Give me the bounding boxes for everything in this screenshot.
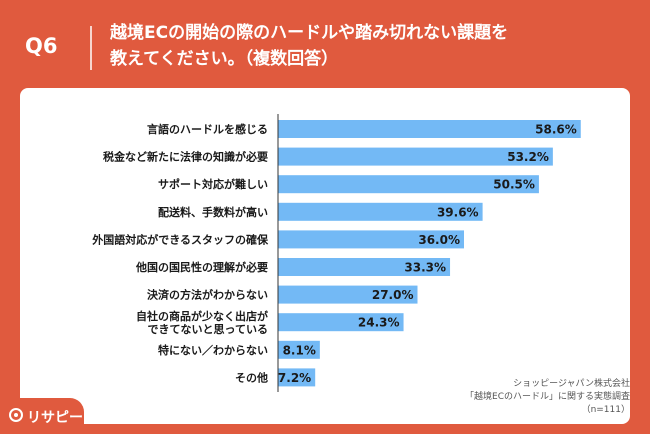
bar [278, 175, 539, 194]
question-title-line-2: 教えてください。（複数回答） [110, 49, 339, 69]
bar-value-label: 50.5% [493, 178, 535, 192]
bar [278, 368, 316, 387]
bar-value-label: 7.2% [278, 371, 311, 385]
bar-value-label: 24.3% [358, 316, 400, 330]
bar [278, 202, 483, 221]
bar-value-label: 39.6% [437, 205, 479, 219]
source-survey: 「越境ECのハードル」に関する実態調査 [465, 392, 630, 402]
brand-logo-text: リサピー [27, 410, 83, 426]
category-label: サポート対応が難しい [158, 177, 268, 191]
bar [278, 313, 404, 332]
category-label: その他 [235, 370, 268, 384]
category-label: 自社の商品が少なく出店が [136, 309, 268, 323]
question-title: 越境ECの開始の際のハードルや踏み切れない課題を 教えてください。（複数回答） [110, 20, 630, 72]
bar-value-label: 58.6% [535, 123, 577, 137]
location-pin-icon [9, 408, 23, 422]
category-label: 他国の国民性の理解が必要 [135, 260, 268, 274]
bar [278, 230, 464, 249]
category-label: 特にない／わからない [158, 343, 268, 357]
bar [278, 147, 553, 166]
bar [278, 120, 581, 138]
question-title-line-1: 越境ECの開始の際のハードルや踏み切れない課題を [110, 23, 509, 43]
header-divider [90, 26, 92, 70]
category-label: 税金など新たに法律の知識が必要 [103, 150, 268, 164]
bar-value-label: 27.0% [372, 288, 414, 302]
bar [278, 340, 320, 359]
source-note: ショッピージャパン株式会社 「越境ECのハードル」に関する実態調査 （n=111… [465, 378, 630, 417]
bar-value-label: 8.1% [283, 343, 316, 357]
header: Q6 越境ECの開始の際のハードルや踏み切れない課題を 教えてください。（複数回… [0, 0, 650, 88]
bar [278, 258, 451, 276]
category-label: 配送料、手数料が高い [158, 205, 268, 219]
category-label: できてないと思っている [148, 323, 268, 336]
brand-logo: リサピー [0, 398, 84, 434]
category-label: 決済の方法がわからない [147, 288, 268, 302]
bar-value-label: 53.2% [507, 150, 549, 164]
category-label: 外国語対応ができるスタッフの確保 [91, 232, 269, 246]
bar-value-label: 33.3% [404, 261, 446, 275]
bar [278, 285, 418, 304]
question-number: Q6 [25, 34, 58, 58]
bar-value-label: 36.0% [418, 233, 460, 247]
source-sample-size: （n=111） [581, 405, 630, 415]
chart-panel [20, 88, 630, 424]
source-company: ショッピージャパン株式会社 [513, 379, 630, 389]
category-label: 言語のハードルを感じる [147, 122, 268, 136]
